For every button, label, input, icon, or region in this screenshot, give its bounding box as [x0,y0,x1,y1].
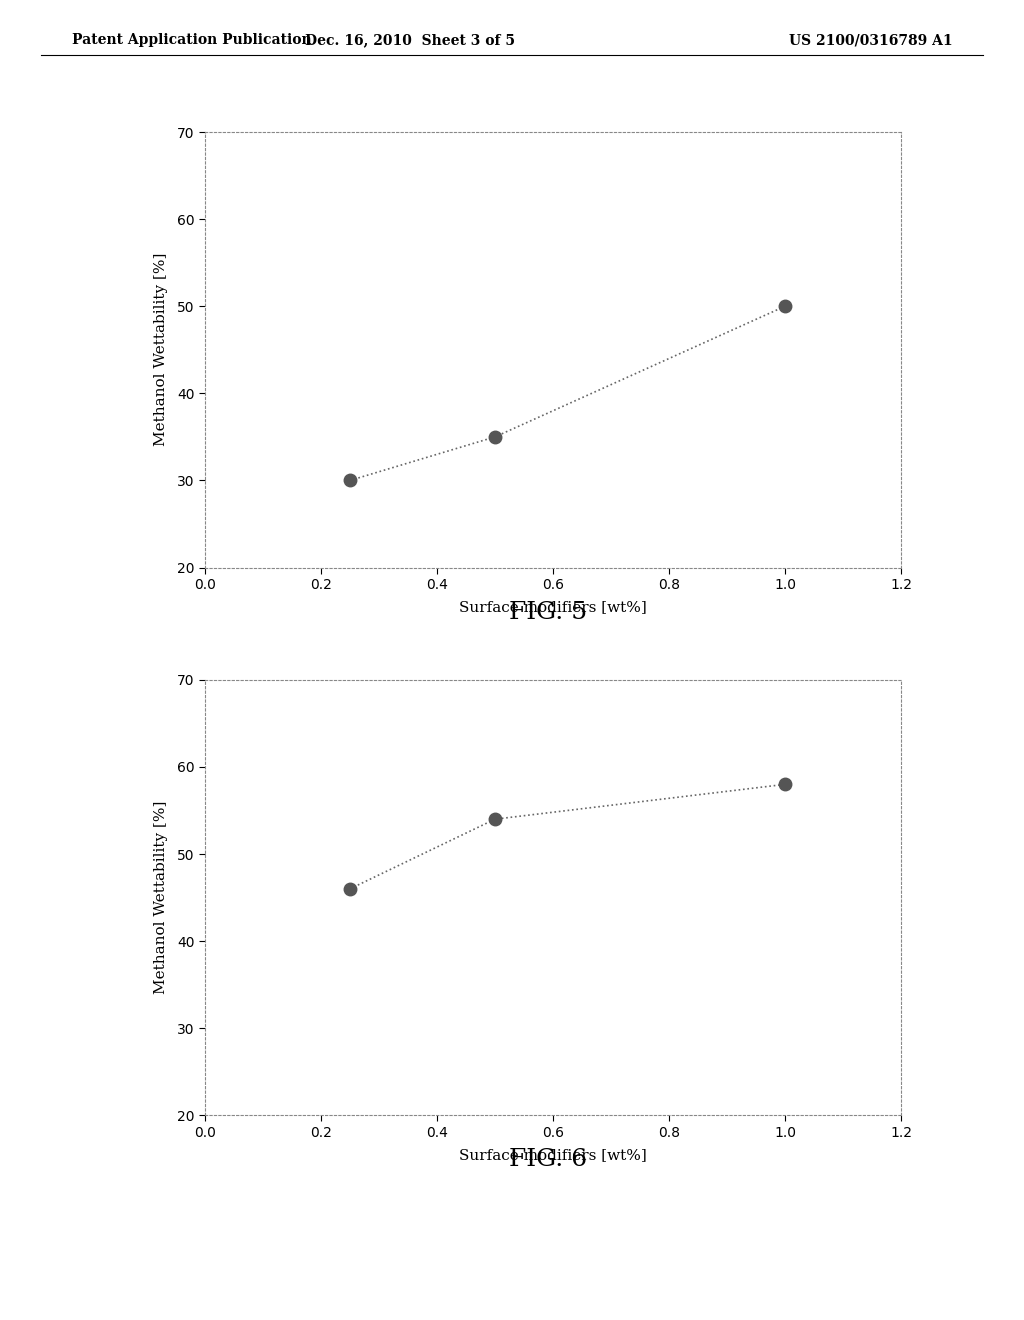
Text: FIG. 5: FIG. 5 [509,601,587,623]
X-axis label: Surface modifiers [wt%]: Surface modifiers [wt%] [459,601,647,614]
Y-axis label: Methanol Wettability [%]: Methanol Wettability [%] [155,253,168,446]
X-axis label: Surface modifiers [wt%]: Surface modifiers [wt%] [459,1148,647,1162]
Y-axis label: Methanol Wettability [%]: Methanol Wettability [%] [155,801,168,994]
Text: FIG. 6: FIG. 6 [509,1148,587,1171]
Text: Dec. 16, 2010  Sheet 3 of 5: Dec. 16, 2010 Sheet 3 of 5 [304,33,515,48]
Text: Patent Application Publication: Patent Application Publication [72,33,311,48]
Text: US 2100/0316789 A1: US 2100/0316789 A1 [788,33,952,48]
